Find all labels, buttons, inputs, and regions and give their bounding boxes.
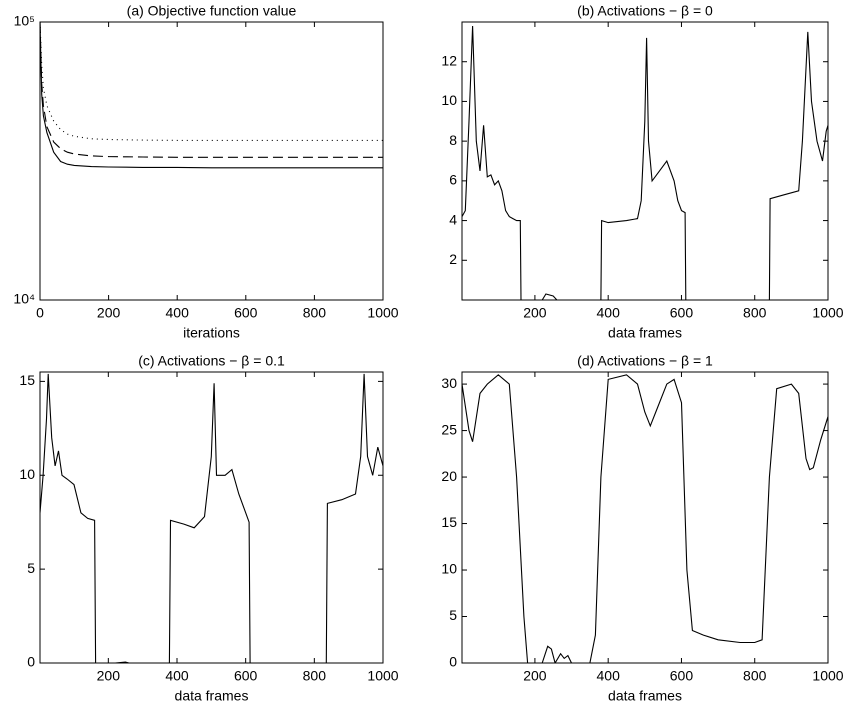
x-tick-label: 600 bbox=[670, 668, 694, 684]
y-tick-label: 0 bbox=[27, 654, 35, 670]
x-tick-label: 400 bbox=[165, 668, 189, 684]
x-tick-label: 200 bbox=[523, 668, 547, 684]
x-tick-label: 600 bbox=[234, 668, 258, 684]
x-tick-label: 1000 bbox=[812, 305, 843, 321]
y-tick-label: 15 bbox=[441, 514, 457, 530]
data-line bbox=[462, 25, 828, 300]
data-line bbox=[40, 22, 383, 169]
chart-title: (a) Objective function value bbox=[127, 3, 297, 19]
axes-frame bbox=[39, 21, 384, 301]
x-axis-label: data frames bbox=[175, 688, 249, 704]
y-tick-label: 12 bbox=[441, 52, 457, 68]
y-tick-label: 25 bbox=[441, 421, 457, 437]
x-tick-label: 1000 bbox=[812, 668, 843, 684]
y-tick-label: 15 bbox=[19, 372, 35, 388]
x-tick-label: 1000 bbox=[367, 668, 398, 684]
data-line bbox=[40, 373, 383, 663]
y-tick-label: 0 bbox=[449, 654, 457, 670]
y-tick-label: 8 bbox=[449, 132, 457, 148]
axes-frame bbox=[461, 371, 829, 664]
y-tick-label: 10⁴ bbox=[13, 291, 35, 307]
x-tick-label: 200 bbox=[523, 305, 547, 321]
data-line bbox=[40, 22, 383, 141]
x-tick-label: 800 bbox=[303, 668, 327, 684]
x-tick-label: 600 bbox=[670, 305, 694, 321]
chart-title: (c) Activations − β = 0.1 bbox=[138, 353, 285, 369]
x-tick-label: 800 bbox=[303, 305, 327, 321]
x-tick-label: 800 bbox=[743, 305, 767, 321]
x-tick-label: 600 bbox=[234, 305, 258, 321]
x-axis-label: data frames bbox=[608, 325, 682, 341]
y-tick-label: 20 bbox=[441, 468, 457, 484]
data-line bbox=[462, 374, 828, 663]
x-tick-label: 400 bbox=[597, 305, 621, 321]
x-axis-label: data frames bbox=[608, 688, 682, 704]
axes-frame bbox=[461, 21, 829, 301]
x-tick-label: 0 bbox=[36, 305, 44, 321]
y-tick-label: 10⁵ bbox=[14, 13, 35, 29]
y-tick-label: 2 bbox=[449, 251, 457, 267]
y-tick-label: 5 bbox=[27, 560, 35, 576]
data-line bbox=[40, 22, 383, 158]
chart-title: (d) Activations − β = 1 bbox=[577, 353, 713, 369]
y-tick-label: 4 bbox=[449, 211, 457, 227]
y-tick-label: 10 bbox=[19, 466, 35, 482]
x-tick-label: 800 bbox=[743, 668, 767, 684]
y-tick-label: 30 bbox=[441, 375, 457, 391]
chart-title: (b) Activations − β = 0 bbox=[577, 3, 713, 19]
y-tick-label: 10 bbox=[441, 561, 457, 577]
x-tick-label: 200 bbox=[97, 668, 121, 684]
x-axis-label: iterations bbox=[183, 325, 240, 341]
axes-frame bbox=[39, 371, 384, 664]
y-tick-label: 10 bbox=[441, 92, 457, 108]
x-tick-label: 400 bbox=[597, 668, 621, 684]
x-tick-label: 400 bbox=[166, 305, 190, 321]
y-tick-label: 6 bbox=[449, 172, 457, 188]
x-tick-label: 200 bbox=[97, 305, 121, 321]
y-tick-label: 5 bbox=[449, 607, 457, 623]
x-tick-label: 1000 bbox=[367, 305, 398, 321]
